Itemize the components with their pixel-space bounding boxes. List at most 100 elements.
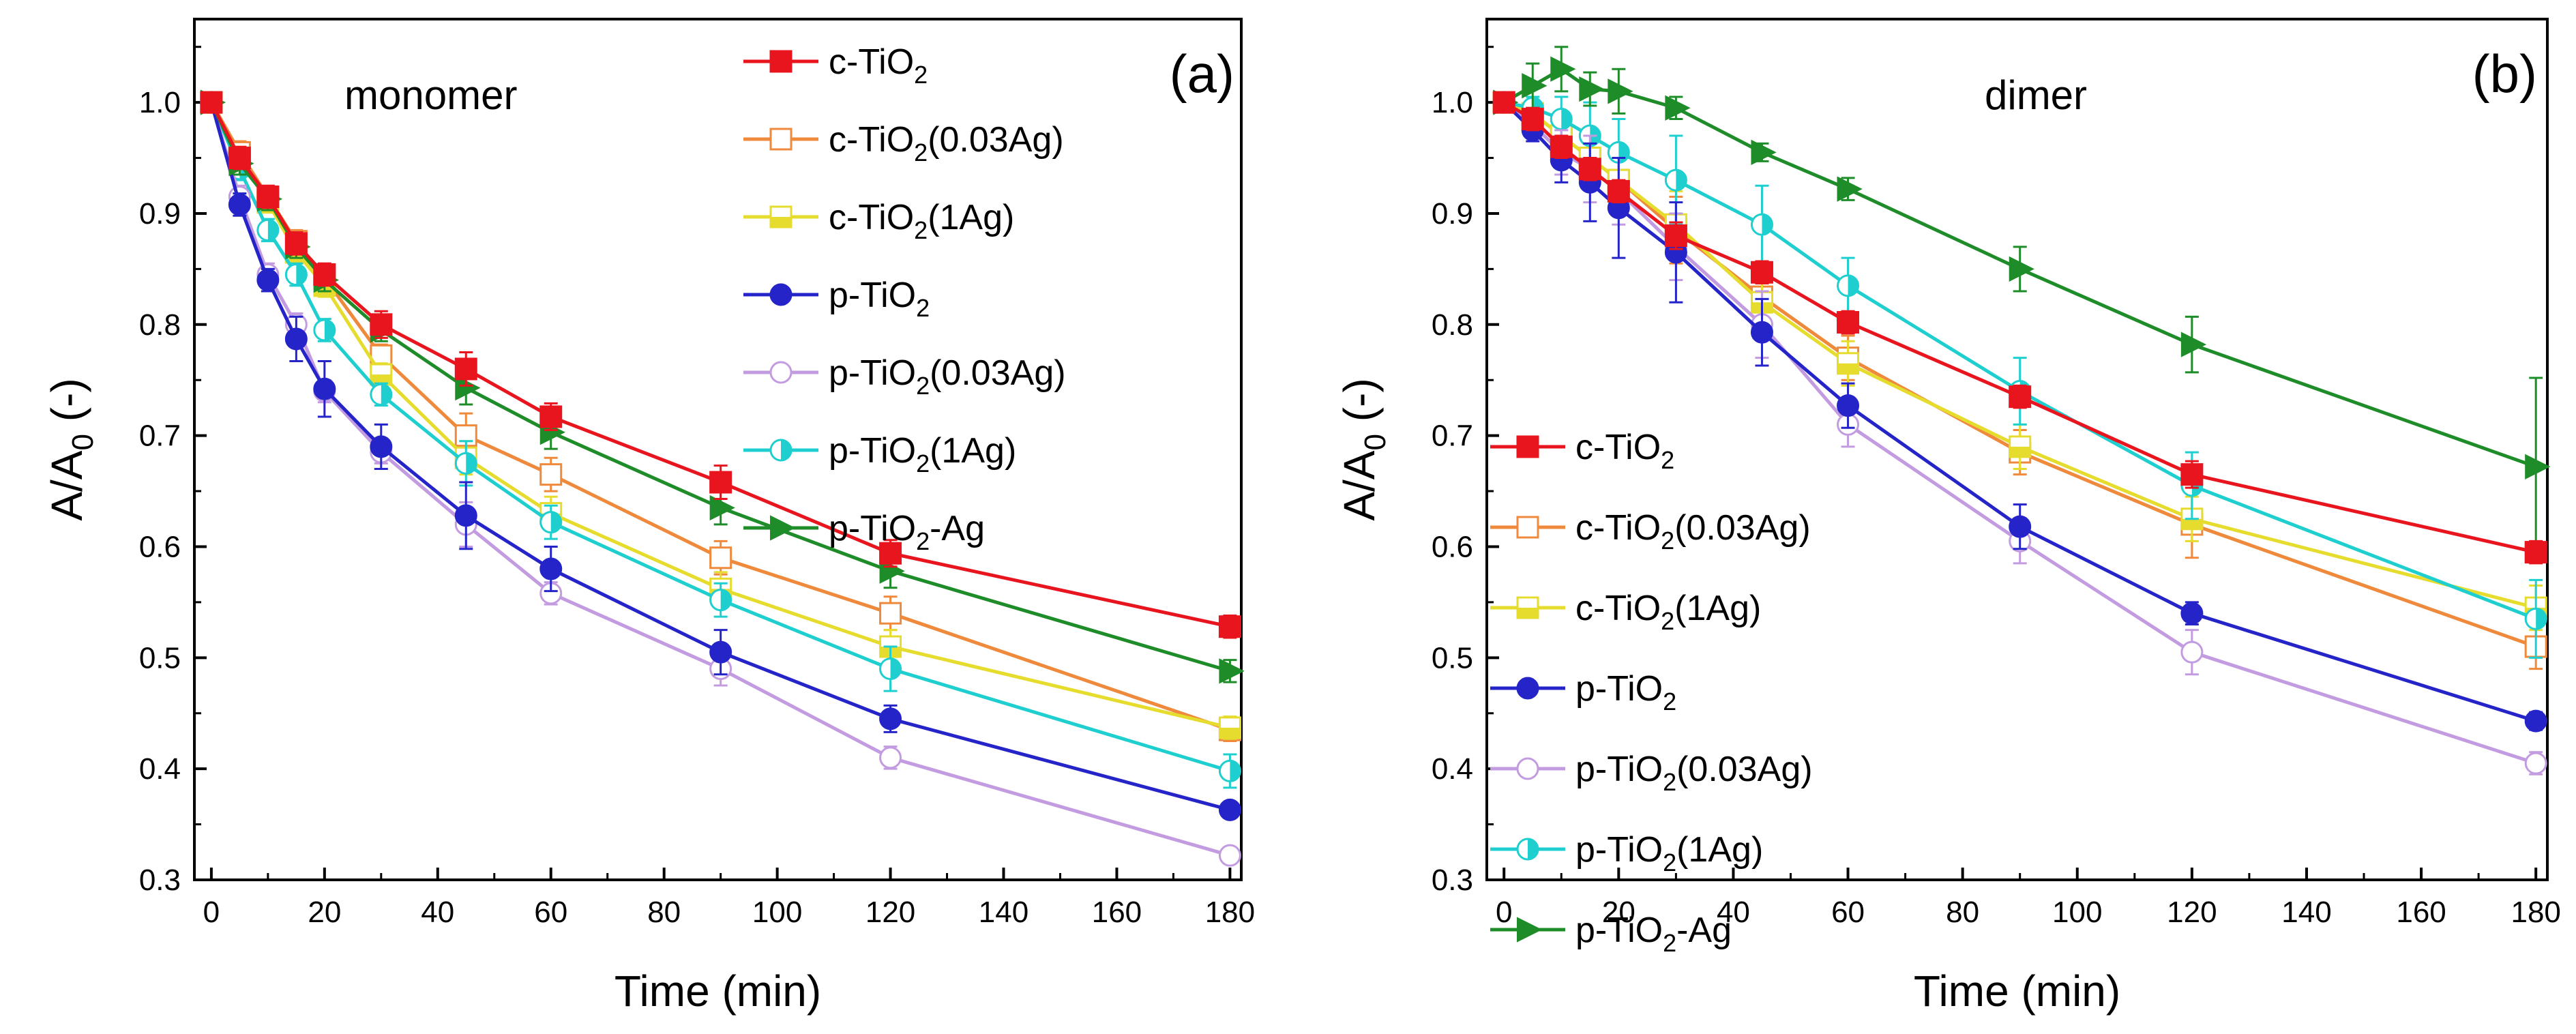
data-point [228, 193, 251, 216]
legend-label-sub: 2 [1661, 607, 1674, 635]
legend-label-sub: 2 [916, 294, 930, 322]
legend-marker [769, 361, 793, 384]
legend-marker-fill [1518, 608, 1538, 618]
legend-item: c-TiO2(1Ag) [1490, 589, 1761, 635]
legend: c-TiO2c-TiO2(0.03Ag)c-TiO2(1Ag)p-TiO2p-T… [743, 42, 1066, 555]
legend-label-main: c-TiO [829, 120, 914, 160]
legend-item: c-TiO2(0.03Ag) [1490, 508, 1811, 555]
legend-label-tail: -Ag [1676, 911, 1732, 950]
legend-item: c-TiO2(0.03Ag) [743, 120, 1064, 166]
panel-annotation: dimer [1985, 72, 2087, 118]
legend-label: p-TiO2(1Ag) [829, 431, 1016, 477]
data-point [539, 405, 563, 428]
data-point-fill [267, 220, 278, 241]
series-p-tio2-ag [1493, 46, 2551, 557]
y-axis-title-main: A/A [42, 450, 91, 520]
legend-label-main: c-TiO [1575, 589, 1661, 628]
legend-item: p-TiO2(0.03Ag) [1490, 750, 1813, 796]
legend-label-main: p-TiO [1575, 911, 1663, 950]
x-axis-title: Time (min) [1914, 966, 2120, 1016]
legend-item: c-TiO2 [743, 42, 928, 89]
legend-label-tail: (1Ag) [928, 198, 1014, 237]
y-tick-label: 0.5 [1432, 641, 1473, 675]
data-point [2180, 602, 2204, 625]
data-point [455, 375, 481, 401]
legend-label-main: c-TiO [829, 42, 914, 82]
data-point [2009, 515, 2032, 538]
x-tick-label: 80 [647, 896, 681, 929]
data-point [1218, 844, 1241, 867]
legend-label-sub: 2 [914, 216, 928, 244]
y-axis-title-suffix: (-) [42, 378, 91, 434]
legend-label-sub: 2 [916, 527, 930, 555]
series-line [209, 102, 1231, 812]
panel-label: (a) [1170, 44, 1234, 104]
legend-label-tail: (0.03Ag) [1674, 508, 1810, 548]
data-point-fill [2536, 608, 2547, 630]
legend-item: p-TiO2 [743, 276, 930, 322]
data-point [370, 435, 393, 458]
data-point-fill [1762, 214, 1773, 235]
legend-label-main: p-TiO [829, 276, 916, 315]
chart-panel-a: 0 20 40 60 80 100 120 140 160 1800.30.40.50.60.70… [42, 18, 1255, 1016]
data-point [1751, 139, 1777, 166]
data-point [1550, 56, 1576, 82]
x-tick-label: 0 [203, 896, 220, 929]
legend-label-sub: 2 [1661, 446, 1674, 474]
data-point [1219, 658, 1245, 684]
legend-label: c-TiO2(1Ag) [829, 198, 1014, 244]
data-point [2009, 256, 2034, 282]
legend-label-main: p-TiO [829, 353, 916, 393]
legend-item: p-TiO2-Ag [1490, 911, 1732, 957]
y-axis-title-sub: 0 [1359, 434, 1392, 450]
legend-label-main: p-TiO [829, 509, 916, 548]
data-point-fill [381, 384, 391, 405]
y-tick-label: 0.4 [1432, 752, 1473, 786]
data-point [2180, 463, 2204, 486]
data-point [313, 377, 336, 400]
x-tick-label: 40 [421, 896, 454, 929]
legend-label-sub: 2 [1661, 527, 1674, 555]
legend-label-main: c-TiO [829, 198, 914, 237]
legend-label: p-TiO2(0.03Ag) [829, 353, 1066, 400]
legend-label-sub: 2 [916, 372, 930, 400]
data-point-fill [296, 264, 307, 285]
legend-label: p-TiO2-Ag [829, 509, 985, 555]
y-tick-label: 0.7 [139, 419, 181, 453]
data-point [256, 186, 280, 209]
legend-marker-fill [771, 217, 791, 227]
y-tick-label: 0.5 [139, 641, 181, 675]
legend-item: p-TiO2-Ag [743, 509, 985, 555]
y-tick-label: 0.8 [139, 308, 181, 342]
data-point [1750, 321, 1773, 344]
data-point [284, 327, 308, 351]
legend-label: p-TiO2 [1575, 669, 1676, 715]
legend-label-tail: (0.03Ag) [928, 120, 1063, 160]
y-tick-label: 1.0 [1432, 86, 1473, 119]
data-point [1608, 78, 1633, 104]
x-tick-label: 100 [752, 896, 802, 929]
x-tick-label: 80 [1946, 896, 1979, 929]
data-point [1837, 394, 1860, 417]
data-point-fill [466, 453, 477, 474]
y-tick-label: 0.8 [1432, 308, 1473, 342]
legend-label-sub: 2 [1663, 848, 1676, 876]
data-point-fill [1618, 142, 1629, 163]
data-point [370, 313, 393, 336]
legend-label-main: p-TiO [1575, 669, 1663, 709]
data-point [879, 542, 902, 565]
x-tick-label: 60 [534, 896, 567, 929]
legend-label-tail: (1Ag) [1674, 589, 1761, 628]
x-tick-label: 0 [1496, 896, 1512, 929]
x-tick-label: 120 [2167, 896, 2217, 929]
x-tick-label: 140 [979, 896, 1028, 929]
data-point-fill [550, 512, 561, 533]
data-point [1750, 261, 1773, 284]
x-tick-label: 160 [2396, 896, 2446, 929]
legend-marker-fill [781, 440, 791, 460]
y-tick-label: 0.9 [139, 197, 181, 231]
data-point-fill [2181, 518, 2202, 529]
chart-panel-b: 0 20 40 60 80 100 120 140 160 1800.30.40.50.60.70… [1335, 18, 2561, 1016]
data-point [709, 494, 735, 521]
data-point [1607, 179, 1630, 203]
